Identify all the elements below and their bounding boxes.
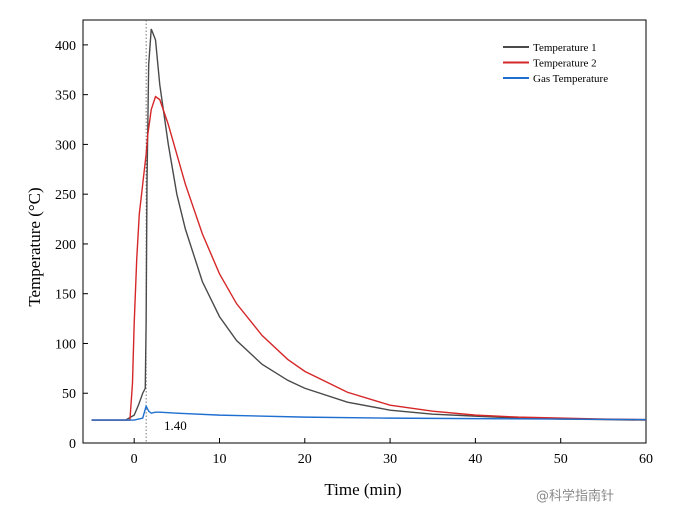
plot-frame	[82, 19, 647, 444]
series-layer	[91, 28, 646, 421]
series-line-1	[91, 28, 646, 421]
y-tick-label: 300	[55, 138, 76, 153]
y-tick-label: 250	[55, 188, 76, 203]
y-tick-label: 350	[55, 89, 76, 104]
y-tick-label: 200	[55, 238, 76, 253]
y-axis-label: Temperature (°C)	[25, 187, 44, 306]
x-tick-label: 50	[554, 452, 568, 467]
legend-entry: Temperature 2	[533, 58, 597, 70]
x-tick-label: 0	[131, 452, 138, 467]
annotation-label: 1.40	[164, 418, 187, 433]
ticks: 0 10 20 30 40 50 60 0 50 100 150 200 250 300 350 400	[55, 39, 653, 467]
series-line-3	[91, 404, 646, 421]
y-tick-label: 50	[62, 387, 76, 402]
y-tick-label: 100	[55, 337, 76, 352]
x-tick-label: 40	[468, 452, 482, 467]
legend: Temperature 1 Temperature 2 Gas Temperatur…	[503, 42, 608, 85]
y-tick-label: 0	[69, 437, 76, 452]
x-tick-label: 30	[383, 452, 397, 467]
series-line-2	[91, 95, 646, 421]
x-tick-label: 10	[212, 452, 226, 467]
x-axis-label: Time (min)	[324, 480, 401, 499]
x-tick-label: 60	[639, 452, 653, 467]
y-tick-label: 150	[55, 288, 76, 303]
legend-entry: Gas Temperature	[533, 73, 608, 85]
x-tick-label: 20	[298, 452, 312, 467]
y-tick-label: 400	[55, 39, 76, 54]
watermark-text: @科学指南针	[536, 488, 614, 504]
legend-entry: Temperature 1	[533, 42, 597, 54]
